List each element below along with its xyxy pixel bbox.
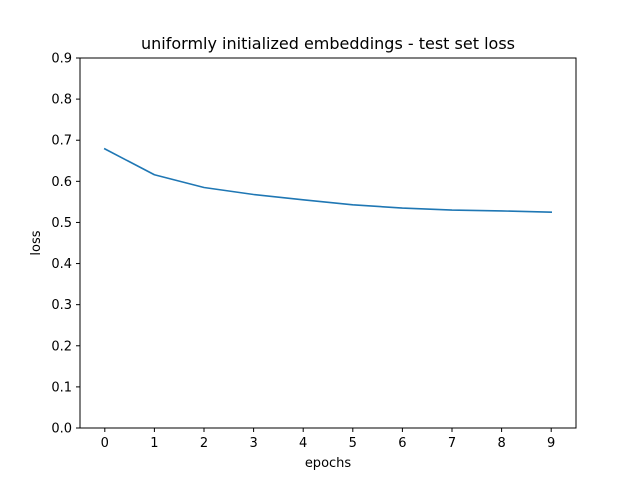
series-line-0 [103, 147, 553, 213]
x-axis-ticks: 0 1 2 3 4 5 6 7 8 9 [101, 428, 555, 451]
x-tick-label: 6 [398, 436, 406, 451]
chart-title: uniformly initialized embeddings - test … [141, 34, 515, 53]
y-tick-label: 0.7 [51, 134, 72, 149]
y-tick-label: 0.4 [51, 257, 72, 272]
y-tick-label: 0.1 [51, 380, 72, 395]
x-tick-label: 7 [448, 436, 456, 451]
y-axis-label: loss [29, 230, 44, 255]
x-tick-label: 9 [547, 436, 555, 451]
x-tick-label: 4 [299, 436, 307, 451]
series-layer [103, 147, 553, 213]
x-tick-label: 2 [200, 436, 208, 451]
x-tick-label: 5 [349, 436, 357, 451]
y-tick-label: 0.0 [51, 422, 72, 437]
y-tick-label: 0.9 [51, 52, 72, 67]
x-axis-label: epochs [305, 456, 352, 471]
y-tick-label: 0.6 [51, 175, 72, 190]
y-axis-ticks: 0.0 0.1 0.2 0.3 0.4 0.5 0.6 0.7 0.8 0.9 [51, 52, 80, 437]
y-tick-label: 0.3 [51, 298, 72, 313]
y-tick-label: 0.2 [51, 339, 72, 354]
x-tick-label: 8 [497, 436, 505, 451]
y-tick-label: 0.8 [51, 93, 72, 108]
x-tick-label: 1 [150, 436, 158, 451]
x-tick-label: 3 [249, 436, 257, 451]
x-tick-label: 0 [101, 436, 109, 451]
y-tick-label: 0.5 [51, 216, 72, 231]
plot-frame [79, 57, 577, 429]
